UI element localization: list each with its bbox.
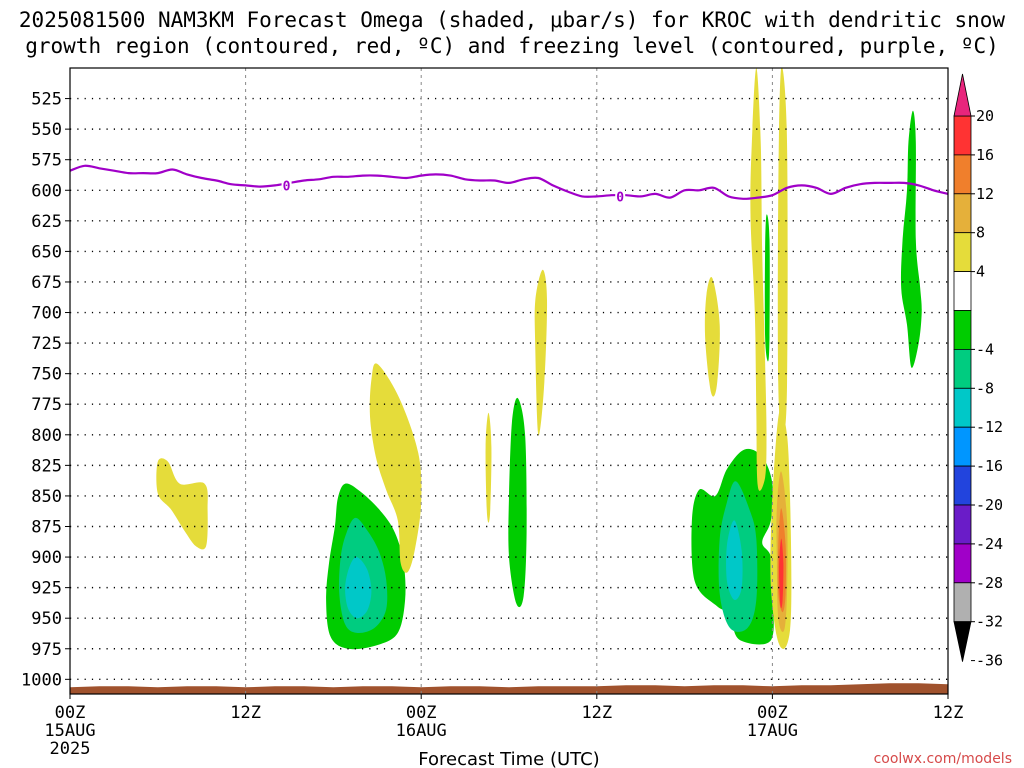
colorbar-bin [953, 271, 972, 311]
y-tick-label: 700 [31, 304, 62, 324]
y-tick-label: 725 [31, 334, 62, 354]
y-tick-label: 750 [31, 365, 62, 385]
x-axis-title: Forecast Time (UTC) [418, 749, 599, 768]
grid-layer [70, 68, 948, 694]
x-tick-label: 16AUG [396, 721, 447, 741]
x-tick-label: 17AUG [747, 721, 798, 741]
colorbar-bin [953, 115, 972, 156]
omega--12--16-region [726, 520, 743, 601]
surface-pressure-layer [70, 683, 948, 694]
freezing-level-label-bg [281, 177, 292, 194]
omega-+4-8-region [704, 277, 720, 397]
colorbar-bin [953, 582, 972, 623]
colorbar-label: -8 [976, 379, 994, 397]
colorbar-bin [953, 232, 972, 272]
colorbar-label: 12 [976, 185, 994, 203]
surface-terrain-band [70, 683, 948, 694]
y-tick-label: 850 [31, 487, 62, 507]
omega-+4-8-region [369, 363, 422, 573]
y-tick-label: 625 [31, 212, 62, 232]
colorbar-bin [953, 348, 972, 389]
omega--4--8-region [508, 397, 527, 608]
colorbar-bin [953, 387, 972, 428]
omega-+4-8-region [534, 269, 548, 436]
colorbar-bin [953, 543, 972, 584]
y-tick-label: 525 [31, 90, 62, 110]
colorbar-bottom-arrow [953, 621, 972, 662]
omega--12--16-region [345, 557, 372, 619]
y-tick-label: 825 [31, 456, 62, 476]
colorbar-label: 16 [976, 146, 994, 164]
y-tick-label: 875 [31, 517, 62, 537]
colorbar: 20 16 12 8 4 -4 -8 -12 -16 -20 -24 -28 -32 -36 [953, 73, 1003, 670]
colorbar-label: -24 [976, 535, 1003, 553]
x-tick-label: 12Z [230, 703, 261, 723]
credit-text: coolwx.com/models [874, 751, 1012, 767]
chart-title-line-2: growth region (contoured, red, ºC) and f… [25, 34, 999, 58]
omega-+4-8-region [156, 458, 208, 550]
colorbar-label: -4 [976, 340, 994, 358]
colorbar-bin [953, 426, 972, 467]
colorbar-bin [953, 310, 972, 350]
freezing-level-label-bg [615, 188, 626, 205]
freezing-level-layer: 00 [70, 164, 948, 205]
omega--4--8-region [764, 214, 770, 362]
plot-border [69, 67, 949, 695]
colorbar-label: -12 [976, 418, 1003, 436]
omega-+4-8-region [485, 412, 492, 523]
omega--4--8-region [759, 550, 771, 621]
x-tick-label: 15AUG [44, 721, 95, 741]
plot-frame [69, 67, 949, 695]
colorbar-label: 20 [976, 107, 994, 125]
colorbar-label: 4 [976, 263, 985, 281]
omega-+16-20-region [778, 538, 784, 609]
colorbar-label: -16 [976, 457, 1003, 475]
colorbar-bin [953, 193, 972, 234]
y-tick-label: 975 [31, 640, 62, 660]
y-axis: 525 550 575 600 625 650 675 700 725 750 775 800 825 8… [21, 90, 70, 690]
x-tick-label: 12Z [581, 703, 612, 723]
y-tick-label: 925 [31, 579, 62, 599]
omega-+4-8-region [750, 68, 767, 491]
freezing-level-contour-label: 0 [283, 179, 291, 194]
omega-shading-layer [156, 68, 922, 650]
freezing-level-line [70, 164, 948, 200]
colorbar-top-arrow [953, 73, 972, 117]
y-tick-label: 800 [31, 426, 62, 446]
x-tick-label: 00Z [406, 703, 437, 723]
colorbar-label: -36 [976, 652, 1003, 670]
x-tick-label: 00Z [55, 703, 86, 723]
colorbar-bin [953, 465, 972, 506]
y-tick-label: 650 [31, 242, 62, 262]
colorbar-bin [953, 504, 972, 545]
y-tick-label: 1000 [21, 670, 62, 690]
y-tick-label: 950 [31, 609, 62, 629]
colorbar-label: -32 [976, 613, 1003, 631]
omega-+4-8-region [777, 68, 788, 435]
colorbar-label: 8 [976, 224, 985, 242]
y-tick-label: 775 [31, 395, 62, 415]
y-tick-label: 675 [31, 273, 62, 293]
colorbar-bin [953, 154, 972, 195]
x-tick-label: 00Z [757, 703, 788, 723]
chart-title-line-1: 2025081500 NAM3KM Forecast Omega (shaded… [18, 8, 1006, 32]
x-tick-label: 12Z [933, 703, 964, 723]
y-tick-label: 550 [31, 120, 62, 140]
y-tick-label: 600 [31, 181, 62, 201]
colorbar-label: -20 [976, 496, 1003, 514]
y-tick-label: 575 [31, 151, 62, 171]
y-tick-label: 900 [31, 548, 62, 568]
x-tick-label: 2025 [50, 739, 91, 759]
freezing-level-contour-label: 0 [616, 190, 624, 205]
omega--4--8-region [900, 110, 922, 368]
colorbar-label: -28 [976, 574, 1003, 592]
